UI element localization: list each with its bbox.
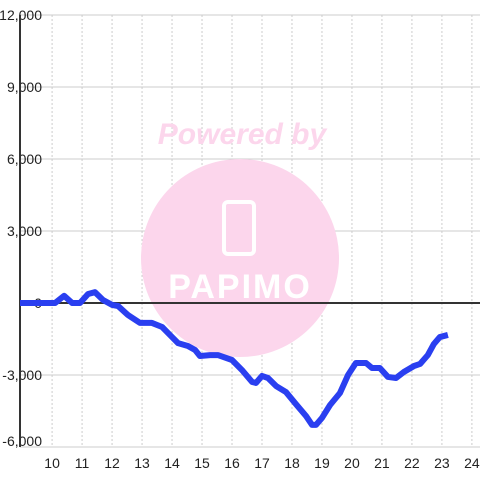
x-tick-label: 24 <box>464 455 480 471</box>
y-tick-label: 3,000 <box>7 223 42 239</box>
y-tick-label: 9,000 <box>7 79 42 95</box>
watermark-icon <box>222 200 256 256</box>
x-tick-label: 12 <box>104 455 120 471</box>
x-tick-label: 20 <box>344 455 360 471</box>
y-tick-label: -6,000 <box>2 433 42 449</box>
y-tick-label: 6,000 <box>7 151 42 167</box>
y-tick-label: -3,000 <box>2 367 42 383</box>
watermark-logo: PAPIMO <box>168 268 312 306</box>
watermark: Powered by PAPIMO <box>141 118 339 357</box>
x-tick-label: 17 <box>254 455 270 471</box>
watermark-text: Powered by <box>158 118 328 151</box>
x-tick-label: 11 <box>75 455 90 471</box>
x-tick-label: 23 <box>434 455 450 471</box>
x-tick-label: 22 <box>404 455 420 471</box>
data-line <box>20 289 449 428</box>
watermark-circle <box>141 159 339 357</box>
x-tick-label: 14 <box>164 455 180 471</box>
y-tick-label: 12,000 <box>0 7 42 23</box>
x-tick-label: 13 <box>134 455 150 471</box>
x-tick-label: 15 <box>194 455 210 471</box>
x-tick-label: 18 <box>284 455 300 471</box>
x-tick-label: 21 <box>374 455 390 471</box>
x-tick-label: 16 <box>224 455 240 471</box>
x-tick-label: 19 <box>314 455 330 471</box>
x-tick-label: 10 <box>44 455 60 471</box>
